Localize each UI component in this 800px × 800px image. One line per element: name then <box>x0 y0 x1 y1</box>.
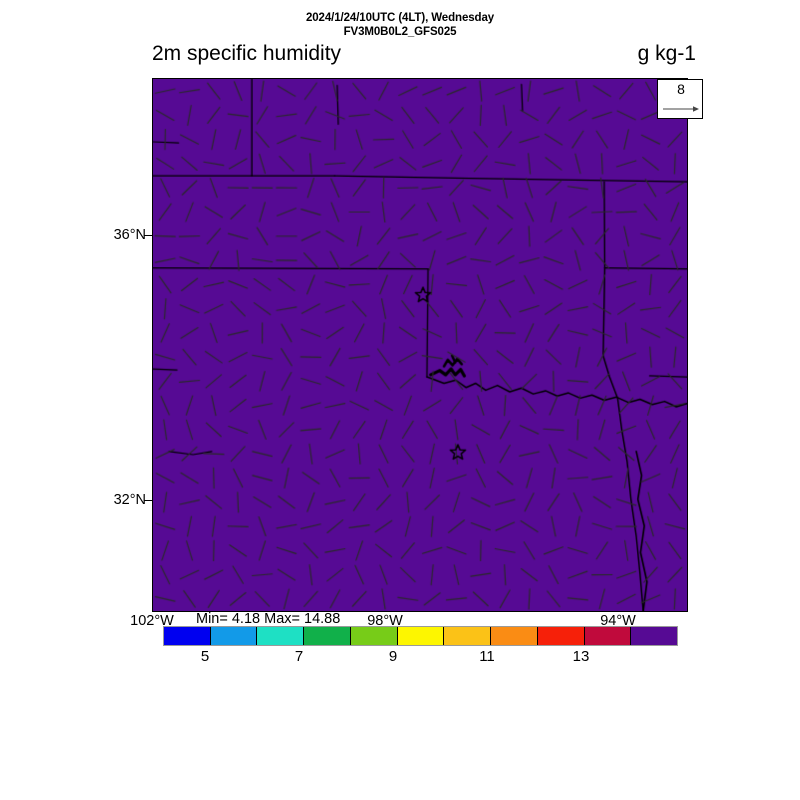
colorbar-swatch-7 <box>491 627 538 645</box>
colorbar-tick-7: 7 <box>294 648 304 665</box>
colorbar-swatch-9 <box>584 627 632 645</box>
lat-tick-32n: 32°N <box>113 492 146 508</box>
colorbar-swatch-4 <box>350 627 398 645</box>
colorbar-swatch-6 <box>444 627 492 645</box>
wind-vector-reference-key: 8 <box>657 79 703 119</box>
humidity-field-canvas <box>153 79 687 611</box>
colorbar-swatch-8 <box>537 627 585 645</box>
colorbar-tick-5: 5 <box>200 648 210 665</box>
colorbar-swatch-0 <box>164 627 211 645</box>
colorbar-tick-11: 11 <box>479 648 495 665</box>
header-date-line: 2024/1/24/10UTC (4LT), Wednesday <box>305 12 495 24</box>
chart-header: 2024/1/24/10UTC (4LT), Wednesday FV3M0B0… <box>0 0 800 74</box>
colorbar-swatch-3 <box>304 627 351 645</box>
colorbar-tick-13: 13 <box>572 648 590 665</box>
colorbar-swatch-5 <box>397 627 445 645</box>
lon-tick-94w: 94°W <box>600 613 636 629</box>
colorbar-tick-9: 9 <box>388 648 398 665</box>
lat-tick-36n: 36°N <box>113 227 146 243</box>
header-model-line: FV3M0B0L2_GFS025 <box>343 26 457 38</box>
units-label: g kg-1 <box>637 42 696 65</box>
tick-mark-lat-32 <box>144 500 153 502</box>
tick-mark-lat-36 <box>144 235 153 237</box>
arrow-right-icon <box>663 106 699 112</box>
map-plot-area[interactable] <box>152 78 688 612</box>
page-title: 2m specific humidity <box>152 42 342 65</box>
minmax-annotation: Min= 4.18 Max= 14.88 <box>196 611 341 627</box>
colorbar-swatch-2 <box>257 627 305 645</box>
colorbar[interactable] <box>163 626 678 646</box>
colorbar-swatch-1 <box>210 627 258 645</box>
colorbar-swatch-10 <box>631 627 678 645</box>
vector-key-value: 8 <box>677 81 685 97</box>
lon-tick-102w: 102°W <box>130 613 174 629</box>
lon-tick-98w: 98°W <box>367 613 403 629</box>
